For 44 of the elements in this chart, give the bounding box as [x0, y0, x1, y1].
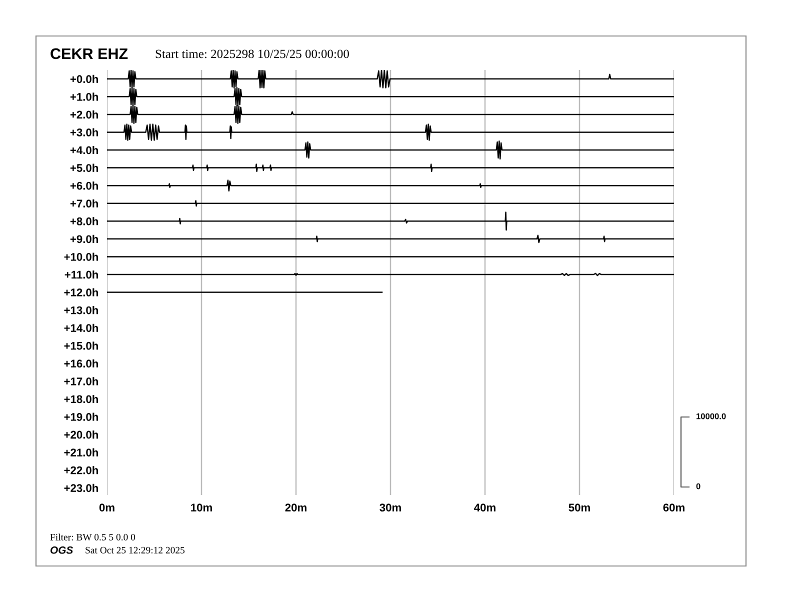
- y-tick-label: +15.0h: [64, 342, 98, 350]
- x-tick-label: 0m: [99, 504, 114, 512]
- text: OGS: [50, 546, 74, 554]
- y-tick-label: +22.0h: [64, 466, 98, 474]
- y-tick-label: +2.0h: [70, 110, 98, 119]
- y-tick-label: +3.0h: [70, 128, 98, 136]
- y-tick-label: +10.0h: [64, 252, 98, 261]
- line-series: [107, 180, 674, 192]
- text: Sat Oct 25 12:29:12 2025: [86, 546, 185, 554]
- y-tick-label: +17.0h: [64, 377, 98, 386]
- y-tick-label: +23.0h: [64, 484, 98, 492]
- x-tick-label: 60m: [663, 504, 684, 512]
- y-tick-label: +9.0h: [70, 234, 98, 244]
- x-tick-label: 40m: [474, 504, 496, 512]
- line-series: [107, 234, 674, 244]
- y-tick-label: +5.0h: [70, 164, 98, 172]
- x-tick-label: 50m: [568, 504, 590, 512]
- y-tick-label: +16.0h: [64, 359, 98, 368]
- y-tick-label: +0.0h: [70, 74, 98, 84]
- y-tick-label: +4.0h: [70, 146, 98, 154]
- line-series: [107, 140, 674, 160]
- line-series: [107, 164, 674, 172]
- y-tick-label: +14.0h: [64, 324, 98, 332]
- x-tick-label: 20m: [285, 504, 306, 512]
- y-tick-label: +11.0h: [64, 270, 98, 279]
- y-tick-label: +7.0h: [70, 199, 98, 208]
- text: Filter: BW 0.5 5 0.0 0: [50, 534, 136, 540]
- y-tick-label: +13.0h: [64, 306, 98, 314]
- text: 10000.0: [696, 413, 726, 420]
- line-series: [107, 212, 674, 231]
- chart-subtitle: Start time: 2025298 10/25/25 00:00:00: [156, 50, 349, 58]
- y-tick-label: +6.0h: [70, 182, 98, 190]
- y-tick-label: +1.0h: [70, 92, 98, 101]
- text: 0: [696, 483, 700, 490]
- y-tick-label: +19.0h: [64, 412, 98, 421]
- y-tick-label: +18.0h: [64, 394, 98, 404]
- x-tick-label: 30m: [380, 504, 401, 512]
- y-tick-label: +21.0h: [64, 448, 98, 456]
- y-tick-label: +20.0h: [64, 430, 98, 439]
- x-tick-label: 10m: [191, 504, 212, 512]
- y-tick-label: +8.0h: [70, 217, 98, 226]
- y-tick-label: +12.0h: [64, 288, 98, 296]
- chart-title: CEKR EHZ: [50, 48, 128, 60]
- line-series: [107, 124, 674, 141]
